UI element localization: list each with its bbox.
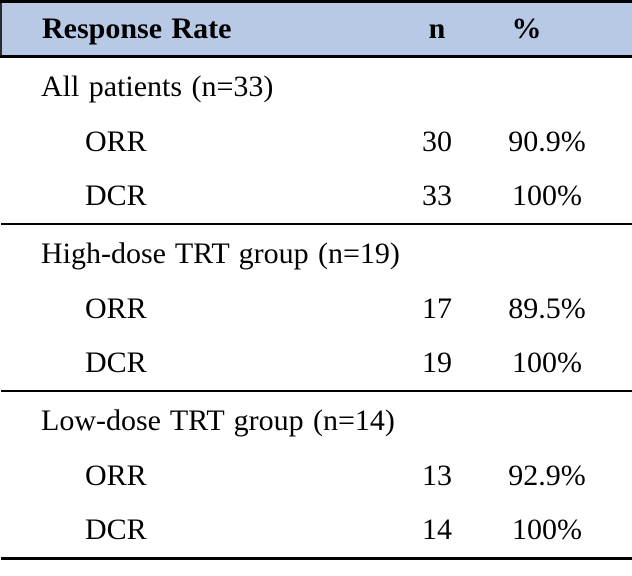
row-label-cell: ORR: [85, 125, 147, 158]
row-label-cell: DCR: [1, 169, 413, 225]
row-percent-cell: 100%: [461, 336, 632, 392]
row-n-cell: 30: [422, 125, 452, 158]
section-high-dose-trt: High-dose TRT group (n=19) ORR 17 89.5% …: [1, 224, 632, 392]
section-low-dose-trt: Low-dose TRT group (n=14) ORR 13 92.9% D…: [1, 391, 632, 560]
row-label-cell: DCR: [1, 503, 413, 560]
response-rate-table: Response Rate n % All patients (n=33) OR…: [0, 0, 632, 560]
group-row-high-dose: High-dose TRT group (n=19): [1, 224, 632, 282]
table-row-dcr: DCR 33 100%: [1, 169, 632, 225]
table-row-orr: ORR 17 89.5%: [1, 282, 632, 336]
row-percent-cell: 100%: [461, 169, 632, 225]
group-row-all-patients: All patients (n=33): [1, 57, 632, 116]
table-row-orr: ORR 13 92.9%: [1, 449, 632, 503]
row-n-cell: 14: [413, 503, 461, 560]
row-label-cell: ORR: [85, 292, 147, 325]
row-n-cell: 19: [413, 336, 461, 392]
column-header-percent: %: [461, 0, 632, 58]
group-label: All patients (n=33): [41, 69, 274, 103]
row-n-cell: 17: [422, 292, 452, 325]
table-row-orr: ORR 30 90.9%: [1, 115, 632, 169]
group-row-low-dose: Low-dose TRT group (n=14): [1, 391, 632, 449]
column-header-response-rate: Response Rate: [0, 0, 413, 58]
row-n-cell: 13: [422, 459, 452, 492]
table-row-dcr: DCR 19 100%: [1, 336, 632, 392]
column-header-n: n: [413, 0, 461, 58]
row-n-cell: 33: [413, 169, 461, 225]
group-label: High-dose TRT group (n=19): [41, 236, 400, 270]
table-row-dcr: DCR 14 100%: [1, 503, 632, 560]
row-label-cell: ORR: [85, 459, 147, 492]
section-all-patients: All patients (n=33) ORR 30 90.9% DCR 33 …: [1, 57, 632, 225]
row-label-cell: DCR: [1, 336, 413, 392]
row-percent-cell: 100%: [461, 503, 632, 560]
row-percent-cell: 92.9%: [508, 459, 586, 492]
table-header-row: Response Rate n %: [0, 0, 632, 58]
row-percent-cell: 89.5%: [508, 292, 586, 325]
row-percent-cell: 90.9%: [508, 125, 586, 158]
group-label: Low-dose TRT group (n=14): [41, 403, 395, 437]
